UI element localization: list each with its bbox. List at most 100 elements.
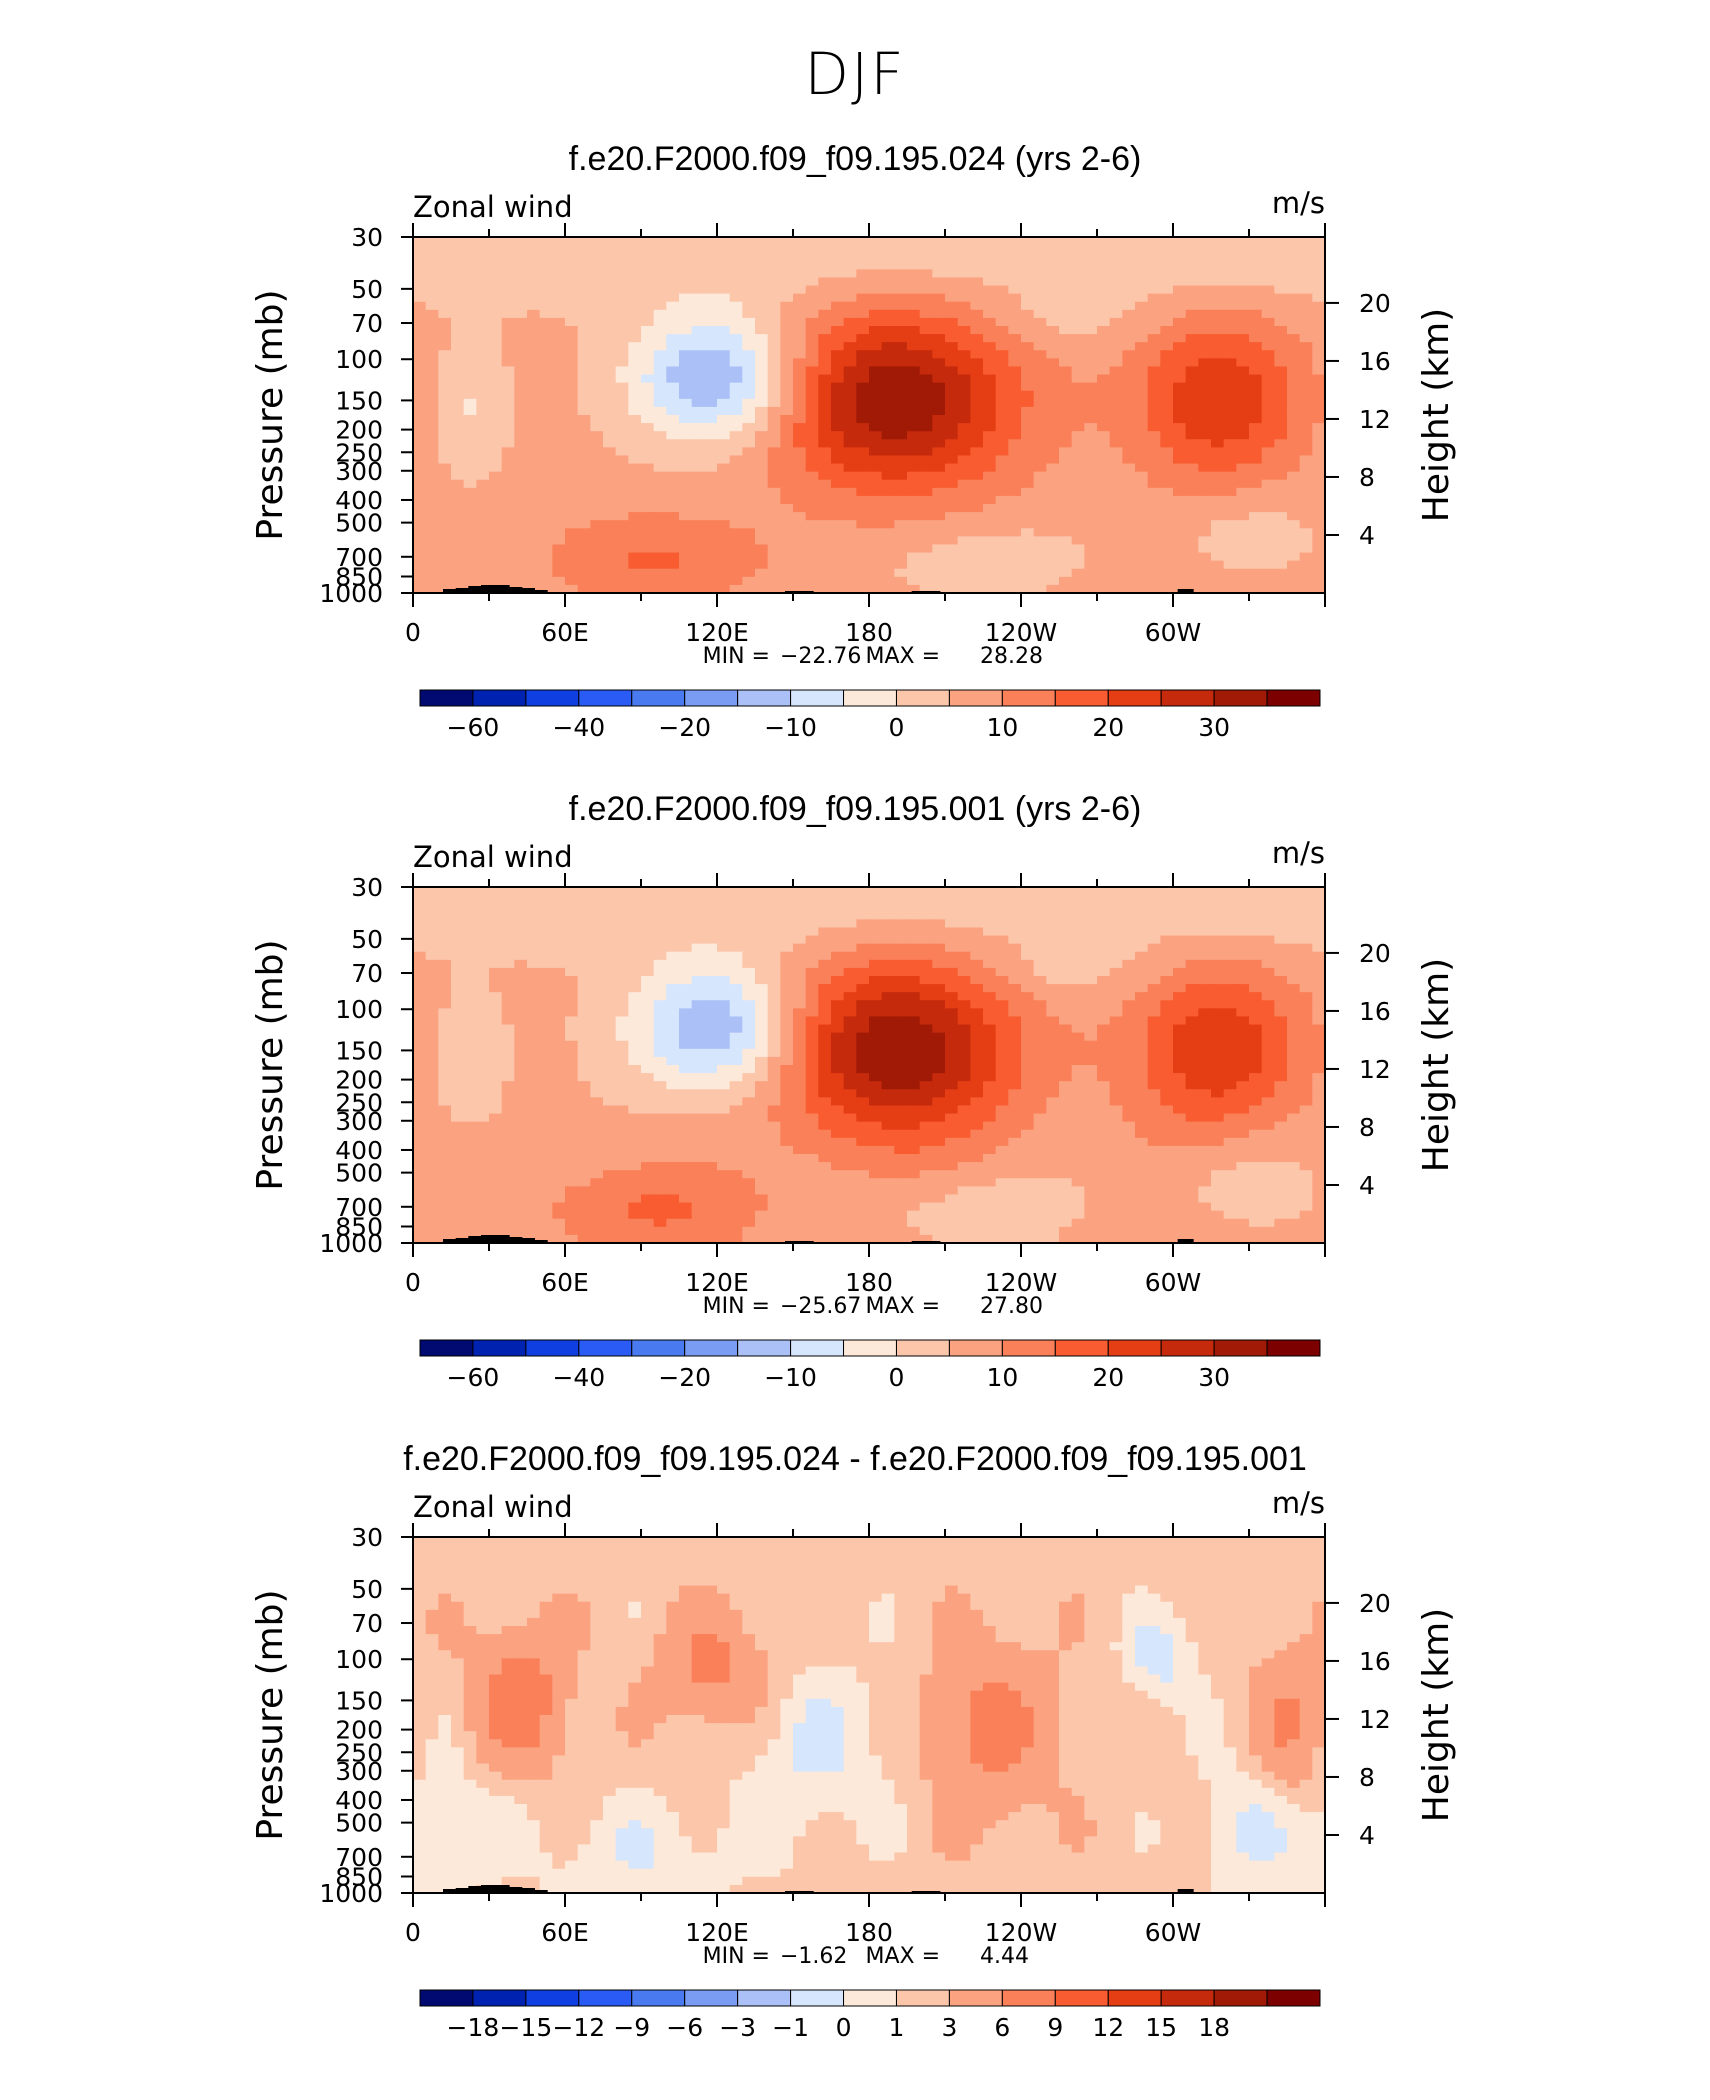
field-cell	[679, 952, 692, 961]
field-cell	[1224, 1000, 1237, 1009]
field-cell	[666, 358, 679, 367]
field-cell	[793, 952, 806, 961]
field-cell	[1059, 350, 1072, 359]
field-cell	[970, 895, 983, 904]
field-cell	[932, 447, 945, 456]
field-cell	[1224, 366, 1237, 375]
field-cell	[844, 536, 857, 545]
field-cell	[628, 423, 641, 432]
field-cell	[438, 415, 451, 424]
field-cell	[451, 1000, 464, 1009]
field-cell	[565, 984, 578, 993]
field-cell	[1287, 952, 1300, 961]
field-cell	[692, 1000, 705, 1009]
field-cell	[755, 269, 768, 278]
field-cell	[692, 992, 705, 1001]
field-cell	[869, 895, 882, 904]
field-cell	[1249, 358, 1262, 367]
field-cell	[831, 237, 844, 246]
field-cell	[818, 1065, 831, 1074]
field-cell	[1186, 528, 1199, 537]
field-cell	[578, 936, 591, 945]
field-cell	[1021, 536, 1034, 545]
field-cell	[704, 1008, 717, 1017]
field-cell	[540, 318, 553, 327]
field-cell	[641, 536, 654, 545]
field-cell	[1249, 952, 1262, 961]
field-cell	[742, 1057, 755, 1066]
field-cell	[730, 952, 743, 961]
x-tick-label: 60W	[1145, 618, 1202, 647]
field-cell	[970, 992, 983, 1001]
field-cell	[590, 358, 603, 367]
field-cell	[1274, 480, 1287, 489]
field-cell	[742, 911, 755, 920]
field-cell	[1224, 350, 1237, 359]
field-cell	[1046, 350, 1059, 359]
field-cell	[1021, 253, 1034, 262]
field-cell	[590, 480, 603, 489]
field-cell	[983, 399, 996, 408]
field-cell	[1148, 399, 1161, 408]
field-cell	[1110, 326, 1123, 335]
field-cell	[970, 407, 983, 416]
field-cell	[1034, 911, 1047, 920]
field-cell	[1224, 277, 1237, 286]
field-cell	[907, 399, 920, 408]
field-cell	[780, 310, 793, 319]
field-cell	[1059, 1041, 1072, 1050]
field-cell	[514, 944, 527, 953]
field-cell	[1198, 286, 1211, 295]
colorbar-label: −40	[552, 713, 605, 742]
field-cell	[1059, 960, 1072, 969]
field-cell	[1211, 561, 1224, 570]
field-cell	[932, 553, 945, 562]
field-cell	[616, 936, 629, 945]
field-cell	[844, 334, 857, 343]
field-cell	[704, 415, 717, 424]
field-cell	[565, 318, 578, 327]
field-cell	[527, 366, 540, 375]
field-cell	[1135, 358, 1148, 367]
field-cell	[945, 342, 958, 351]
field-cell	[502, 496, 515, 505]
field-cell	[818, 237, 831, 246]
y-tick-label-left: 1000	[319, 579, 383, 608]
field-cell	[983, 1033, 996, 1042]
field-cell	[616, 577, 629, 586]
field-cell	[932, 464, 945, 473]
field-cell	[552, 269, 565, 278]
field-cell	[1198, 1033, 1211, 1042]
field-cell	[1312, 318, 1325, 327]
field-cell	[489, 1033, 502, 1042]
field-cell	[502, 504, 515, 513]
field-cell	[970, 1008, 983, 1017]
field-cell	[552, 472, 565, 481]
field-cell	[679, 984, 692, 993]
field-cell	[1236, 302, 1249, 311]
field-cell	[1186, 1008, 1199, 1017]
field-cell	[983, 976, 996, 985]
field-cell	[793, 544, 806, 553]
field-cell	[1262, 326, 1275, 335]
field-cell	[565, 960, 578, 969]
field-cell	[692, 286, 705, 295]
field-cell	[1122, 952, 1135, 961]
field-cell	[1198, 512, 1211, 521]
field-cell	[907, 253, 920, 262]
field-cell	[1084, 512, 1097, 521]
field-cell	[730, 488, 743, 497]
field-cell	[1274, 895, 1287, 904]
field-cell	[590, 415, 603, 424]
field-cell	[806, 407, 819, 416]
field-cell	[1224, 269, 1237, 278]
field-cell	[1097, 903, 1110, 912]
field-cell	[793, 1033, 806, 1042]
field-cell	[692, 1057, 705, 1066]
field-cell	[666, 334, 679, 343]
field-cell	[489, 455, 502, 464]
field-cell	[590, 504, 603, 513]
field-cell	[641, 488, 654, 497]
field-cell	[1262, 553, 1275, 562]
field-cell	[1046, 375, 1059, 384]
